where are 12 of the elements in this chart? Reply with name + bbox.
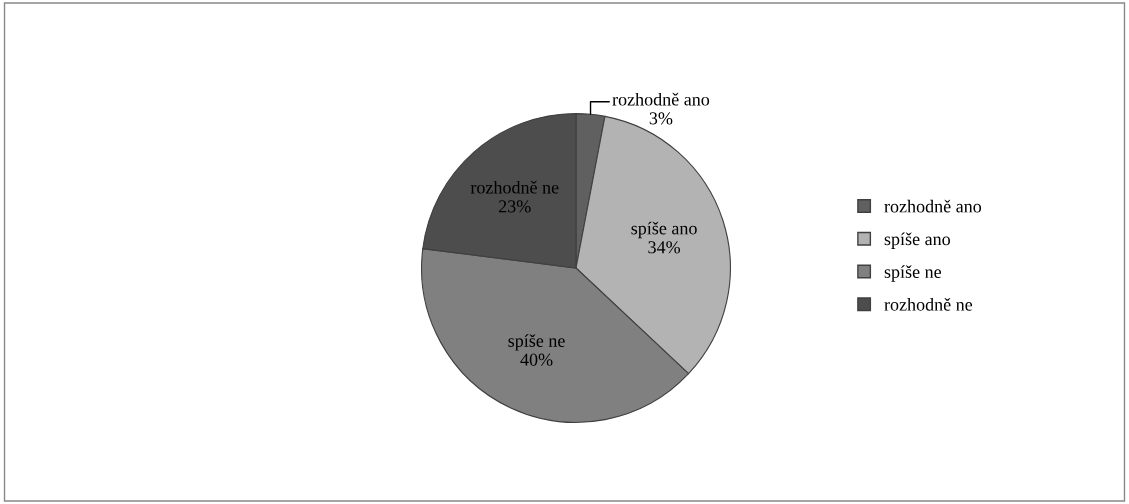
legend-label: rozhodně ne	[884, 297, 973, 311]
slice-label: rozhodně ne	[470, 180, 559, 194]
slice-label: rozhodně ano	[612, 92, 710, 106]
slice-label: spíše ano	[631, 221, 697, 239]
legend-label: rozhodně ano	[884, 199, 982, 213]
data-label: 23%	[498, 200, 531, 213]
legend-label: spíše ano	[884, 232, 950, 249]
data-label: 3%	[649, 112, 673, 125]
data-label: 34%	[648, 241, 681, 254]
slice-label: spíše ne	[508, 334, 565, 351]
legend-label: spíše ne	[884, 265, 942, 282]
data-label: 40%	[520, 353, 553, 366]
